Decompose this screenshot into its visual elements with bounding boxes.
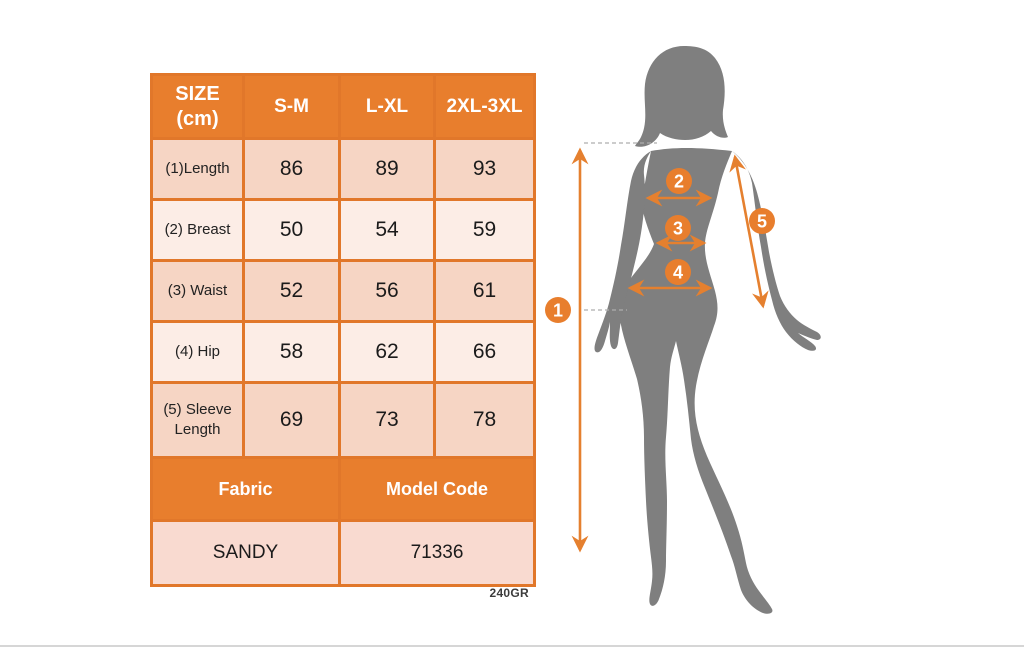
row-label: (3) Waist	[150, 259, 245, 323]
measure-point-badges: 1 2 3 4 5	[545, 168, 775, 323]
row-label: (5) Sleeve Length	[150, 381, 245, 459]
column-header-lxl: L-XL	[338, 73, 436, 140]
cell-value: 78	[433, 381, 536, 459]
cell-value: 93	[433, 137, 536, 201]
cell-value: 61	[433, 259, 536, 323]
weight-note: 240GR	[489, 586, 529, 600]
bottom-divider-line	[0, 645, 1024, 647]
silhouette-torso-legs	[618, 148, 773, 614]
table-row-sleeve-length: (5) Sleeve Length 69 73 78	[150, 381, 536, 459]
badge-3-circle	[665, 215, 691, 241]
cell-value: 86	[242, 137, 341, 201]
badge-1-circle	[545, 297, 571, 323]
corner-header-cell: SIZE (cm)	[150, 73, 245, 140]
fabric-header-cell: Fabric	[150, 456, 341, 522]
measurement-figure: 1 2 3 4 5	[545, 46, 821, 614]
cell-value: 62	[338, 320, 436, 384]
table-row-waist: (3) Waist 52 56 61	[150, 259, 536, 323]
cell-value: 69	[242, 381, 341, 459]
cell-value: 89	[338, 137, 436, 201]
body-silhouette	[594, 46, 821, 614]
fabric-value-cell: SANDY	[150, 519, 341, 587]
cell-value: 52	[242, 259, 341, 323]
row-label: (1)Length	[150, 137, 245, 201]
table-row-length: (1)Length 86 89 93	[150, 137, 536, 201]
column-header-2xl3xl: 2XL-3XL	[433, 73, 536, 140]
badge-5-circle	[749, 208, 775, 234]
cell-value: 50	[242, 198, 341, 262]
silhouette-head	[635, 46, 728, 147]
model-code-header-cell: Model Code	[338, 456, 536, 522]
table-row-hip: (4) Hip 58 62 66	[150, 320, 536, 384]
table-row-breast: (2) Breast 50 54 59	[150, 198, 536, 262]
size-table: SIZE (cm) S-M L-XL 2XL-3XL (1)Length 86 …	[150, 73, 536, 587]
cell-value: 73	[338, 381, 436, 459]
badge-2-circle	[666, 168, 692, 194]
badge-1-label: 1	[553, 301, 563, 321]
cell-value: 66	[433, 320, 536, 384]
badge-4-label: 4	[673, 263, 683, 283]
row-label: (2) Breast	[150, 198, 245, 262]
model-code-value-cell: 71336	[338, 519, 536, 587]
badge-2-label: 2	[674, 172, 684, 192]
row-label: (4) Hip	[150, 320, 245, 384]
badge-3-label: 3	[673, 219, 683, 239]
badge-4-circle	[665, 259, 691, 285]
fabric-header-row: Fabric Model Code	[150, 456, 536, 522]
fabric-value-row: SANDY 71336	[150, 519, 536, 587]
silhouette-left-arm	[594, 151, 651, 353]
cell-value: 58	[242, 320, 341, 384]
cell-value: 54	[338, 198, 436, 262]
table-header-row: SIZE (cm) S-M L-XL 2XL-3XL	[150, 73, 536, 140]
cell-value: 56	[338, 259, 436, 323]
sleeve-arrow	[729, 154, 769, 309]
cell-value: 59	[433, 198, 536, 262]
column-header-sm: S-M	[242, 73, 341, 140]
silhouette-right-arm	[732, 151, 821, 351]
badge-5-label: 5	[757, 212, 767, 232]
